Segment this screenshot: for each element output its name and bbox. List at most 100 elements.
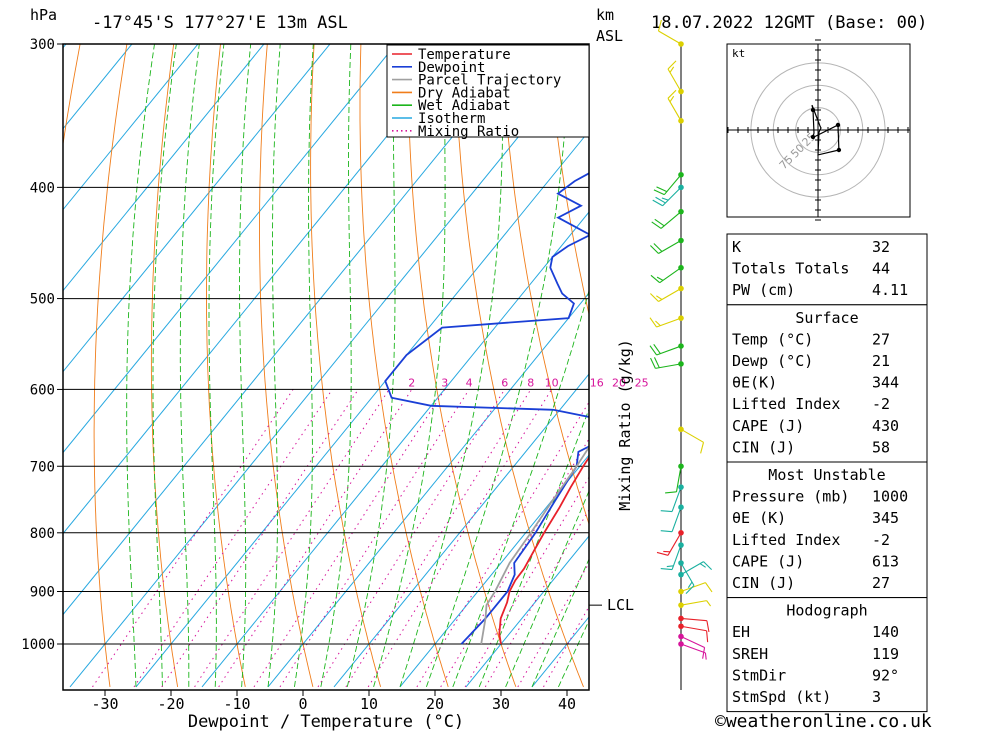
wind-barb-staff — [667, 68, 682, 92]
mixing-ratio-line — [367, 389, 553, 688]
isotherm-line — [333, 373, 589, 688]
plot-frame — [62, 43, 590, 691]
wind-barb — [649, 343, 684, 356]
mixing-ratio-line — [416, 401, 589, 688]
dry-adiabat-line — [918, 27, 1000, 687]
legend-entry: Mixing Ratio — [418, 124, 519, 140]
table-row-label: SREH — [732, 645, 768, 663]
table-row-label: θE (K) — [732, 509, 786, 527]
mixing-ratio-line — [253, 389, 446, 688]
wind-barb — [678, 623, 709, 643]
hodograph-point — [810, 107, 816, 113]
legend-entry: Wet Adiabat — [418, 98, 511, 114]
wind-barb-staff — [658, 240, 682, 254]
dry-adiabat-line — [206, 44, 246, 687]
table-row-label: StmSpd (kt) — [732, 688, 831, 706]
wind-barb — [678, 615, 710, 633]
wet-adiabat-line — [293, 44, 314, 687]
wind-barb-feather — [699, 563, 706, 568]
x-axis-label: Dewpoint / Temperature (°C) — [188, 712, 464, 732]
wind-barb-feather — [653, 343, 661, 354]
lcl-label: LCL — [607, 596, 634, 614]
wind-barb-feather — [649, 345, 658, 356]
wind-barb — [660, 504, 684, 533]
table-block-surface — [726, 304, 928, 463]
mixing-ratio-tick-label: 16 — [590, 376, 604, 389]
wind-barb-feather — [660, 568, 673, 571]
isotherm-line — [63, 44, 463, 535]
wind-barb — [656, 529, 684, 556]
wet-adiabat-line — [152, 44, 177, 687]
table-title-hodograph: Hodograph — [786, 602, 867, 620]
mixing-ratio-line — [279, 389, 470, 688]
wind-barb-staff — [680, 428, 704, 443]
legend-box — [386, 44, 590, 138]
wind-barb-feather — [702, 647, 706, 659]
wind-barb-feather — [704, 652, 707, 660]
wind-barb-feather — [685, 585, 695, 595]
wind-barb — [649, 285, 684, 302]
dry-adiabat-line — [454, 44, 584, 688]
wind-barb-feather — [653, 243, 663, 252]
temperature-tick-label: -30 — [91, 695, 118, 713]
mixing-ratio-line — [543, 605, 589, 688]
table-row-label: Totals Totals — [732, 260, 849, 278]
parcel-trajectory-line — [480, 445, 589, 645]
wind-barb — [678, 426, 705, 454]
table-row-label: CAPE (J) — [732, 417, 804, 435]
wind-barb-staff — [680, 643, 706, 654]
table-row-label: CAPE (J) — [732, 552, 804, 570]
temperature-tick-label: 30 — [492, 695, 510, 713]
table-block-hodograph — [726, 597, 928, 713]
wind-barb-feather — [669, 66, 675, 73]
wind-barb-feather — [704, 582, 713, 593]
dry-adiabat-line — [93, 44, 128, 687]
mixing-ratio-line — [194, 389, 390, 688]
hodograph-trace — [811, 104, 840, 156]
isotherm-line — [63, 44, 265, 292]
temperature-tick-label: 40 — [558, 695, 576, 713]
mixing-ratio-labels: 2 3 4 6 8 10 16 20 25 — [408, 376, 648, 389]
wind-barb — [651, 208, 684, 229]
wind-barb-feather — [656, 295, 663, 300]
legend-entry: Dewpoint — [418, 60, 485, 76]
location-title: -17°45'S 177°27'E 13m ASL — [92, 13, 348, 33]
table-row-label: EH — [732, 623, 750, 641]
table-row-label: θE(K) — [732, 374, 777, 392]
dewpoint-line — [384, 172, 589, 645]
temperature-tick-label: -10 — [223, 695, 250, 713]
mixing-ratio-line — [517, 562, 589, 688]
wind-barb — [657, 19, 684, 47]
table-row-value: 27 — [872, 574, 890, 592]
datetime-title: 18.07.2022 12GMT (Base: 00) — [651, 13, 927, 33]
legend-entry: Dry Adiabat — [418, 85, 511, 101]
asl-unit-label: ASL — [596, 27, 623, 45]
wind-barb-feather — [649, 293, 659, 302]
wind-barb-feather — [660, 530, 673, 533]
wind-barb — [652, 184, 684, 207]
wind-barb-feather — [706, 630, 709, 643]
wind-barb-feather — [651, 221, 662, 229]
table-row-label: Dewp (°C) — [732, 352, 813, 370]
legend-entry: Isotherm — [418, 111, 485, 127]
table-row-label: CIN (J) — [732, 574, 795, 592]
temperature-axis: -30 -20 -10 0 10 20 30 40 — [91, 690, 576, 713]
wind-barb-staff — [671, 507, 682, 532]
wind-barb-staff — [667, 98, 682, 122]
mixing-ratio-line — [440, 437, 589, 688]
dry-adiabat-line — [407, 44, 517, 688]
mixing-ratio-line — [133, 389, 333, 688]
lcl-marker: LCL — [589, 596, 634, 614]
wind-barb-feather — [687, 581, 693, 588]
wind-barb — [660, 542, 684, 571]
wind-barb-feather — [655, 320, 661, 327]
temperature-tick-label: 20 — [426, 695, 444, 713]
wind-barb — [649, 315, 684, 328]
wind-barb-staff — [671, 544, 682, 570]
pressure-tick-label: 1000 — [21, 637, 55, 653]
table-row-value: 119 — [872, 645, 899, 663]
wind-barb-feather — [660, 510, 673, 513]
wind-barb-staff — [662, 186, 682, 207]
